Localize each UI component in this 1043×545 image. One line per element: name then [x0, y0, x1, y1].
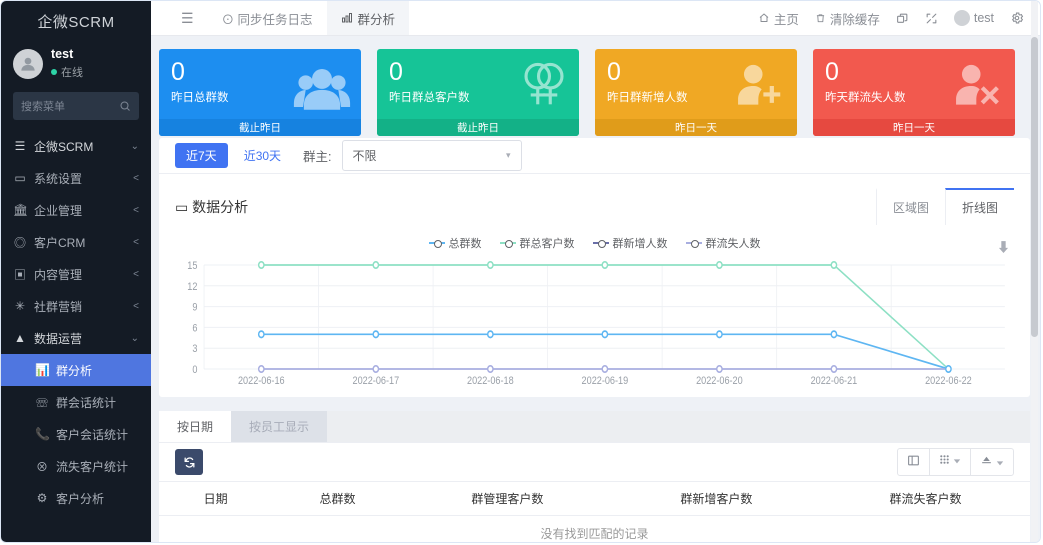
- svg-text:2022-06-19: 2022-06-19: [582, 375, 629, 387]
- svg-text:15: 15: [187, 260, 197, 272]
- svg-text:2022-06-20: 2022-06-20: [696, 375, 743, 387]
- svg-text:2022-06-17: 2022-06-17: [353, 375, 400, 387]
- svg-text:3: 3: [192, 343, 197, 355]
- svg-text:2022-06-22: 2022-06-22: [925, 375, 972, 387]
- svg-text:2022-06-21: 2022-06-21: [811, 375, 858, 387]
- svg-text:2022-06-16: 2022-06-16: [238, 375, 285, 387]
- svg-text:6: 6: [192, 323, 197, 335]
- svg-text:9: 9: [192, 302, 197, 314]
- svg-text:2022-06-18: 2022-06-18: [467, 375, 514, 387]
- svg-text:12: 12: [187, 281, 197, 293]
- svg-text:0: 0: [192, 364, 197, 376]
